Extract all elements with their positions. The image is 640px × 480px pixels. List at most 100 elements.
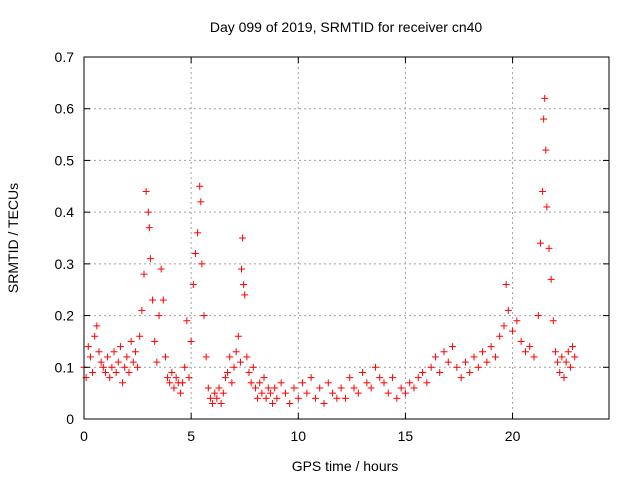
data-point bbox=[549, 317, 557, 325]
data-point bbox=[264, 384, 272, 392]
data-point bbox=[95, 348, 103, 356]
data-point bbox=[500, 322, 508, 330]
data-point bbox=[266, 389, 274, 397]
data-point bbox=[269, 399, 277, 407]
data-point bbox=[146, 255, 154, 263]
data-point bbox=[198, 260, 206, 268]
data-point bbox=[258, 389, 266, 397]
data-point bbox=[457, 374, 465, 382]
data-point bbox=[294, 394, 302, 402]
data-point bbox=[125, 368, 133, 376]
data-point bbox=[547, 275, 555, 283]
plot-area-frame bbox=[83, 56, 610, 420]
data-point bbox=[560, 374, 568, 382]
data-point bbox=[329, 389, 337, 397]
data-point bbox=[487, 343, 495, 351]
data-point bbox=[189, 281, 197, 289]
data-point bbox=[376, 374, 384, 382]
x-tick-label: 0 bbox=[80, 428, 88, 444]
x-tick-label: 15 bbox=[398, 428, 414, 444]
data-point bbox=[211, 389, 219, 397]
data-point bbox=[540, 115, 548, 123]
data-point bbox=[423, 379, 431, 387]
data-point bbox=[504, 306, 512, 314]
data-point bbox=[197, 198, 205, 206]
data-point bbox=[534, 312, 542, 320]
y-tick-label: 0.3 bbox=[55, 256, 75, 272]
data-point bbox=[213, 394, 221, 402]
data-point bbox=[324, 379, 332, 387]
data-point bbox=[219, 389, 227, 397]
data-point bbox=[316, 384, 324, 392]
data-point bbox=[172, 374, 180, 382]
data-point bbox=[157, 265, 165, 273]
data-point bbox=[234, 332, 242, 340]
data-point bbox=[569, 343, 577, 351]
y-tick-label: 0.1 bbox=[55, 359, 75, 375]
data-point bbox=[453, 363, 461, 371]
data-point bbox=[247, 379, 255, 387]
axis-ticks: 0 0.1 0.2 0.3 0.4 0.5 0.6 0.7 0 5 10 15 20 bbox=[55, 49, 609, 444]
data-point bbox=[251, 384, 259, 392]
data-point bbox=[262, 394, 270, 402]
data-point bbox=[123, 353, 131, 361]
data-point bbox=[129, 358, 137, 366]
y-tick-label: 0.5 bbox=[55, 152, 75, 168]
x-tick-label: 20 bbox=[505, 428, 521, 444]
data-point bbox=[410, 384, 418, 392]
data-point bbox=[127, 337, 135, 345]
data-point bbox=[170, 384, 178, 392]
data-point bbox=[440, 348, 448, 356]
data-point bbox=[333, 394, 341, 402]
data-point bbox=[256, 379, 264, 387]
data-point bbox=[483, 358, 491, 366]
data-point bbox=[558, 353, 566, 361]
data-point bbox=[401, 389, 409, 397]
data-point bbox=[204, 384, 212, 392]
data-point bbox=[513, 317, 521, 325]
data-point bbox=[191, 250, 199, 258]
data-point bbox=[138, 306, 146, 314]
data-point bbox=[93, 322, 101, 330]
data-point bbox=[554, 358, 562, 366]
data-point bbox=[181, 363, 189, 371]
data-point bbox=[228, 379, 236, 387]
data-point bbox=[419, 368, 427, 376]
data-point bbox=[108, 363, 116, 371]
data-point bbox=[277, 379, 285, 387]
data-point bbox=[566, 363, 574, 371]
data-point bbox=[101, 368, 109, 376]
data-point bbox=[97, 358, 105, 366]
data-point bbox=[427, 363, 435, 371]
data-point bbox=[238, 265, 245, 273]
data-point bbox=[466, 368, 474, 376]
data-point bbox=[99, 363, 107, 371]
data-point bbox=[260, 374, 268, 382]
data-point bbox=[474, 363, 482, 371]
data-point bbox=[149, 296, 157, 304]
data-point bbox=[545, 244, 553, 252]
data-point bbox=[350, 384, 358, 392]
data-point bbox=[240, 281, 248, 289]
data-point bbox=[106, 374, 114, 382]
x-tick-label: 10 bbox=[290, 428, 306, 444]
data-point bbox=[393, 394, 401, 402]
data-point bbox=[114, 358, 122, 366]
y-tick-label: 0 bbox=[66, 411, 74, 427]
data-point bbox=[479, 348, 487, 356]
data-point bbox=[542, 146, 550, 154]
data-point bbox=[397, 384, 405, 392]
data-point bbox=[341, 394, 349, 402]
data-point bbox=[144, 208, 152, 216]
data-point bbox=[226, 353, 234, 361]
data-point bbox=[389, 374, 397, 382]
y-tick-label: 0.6 bbox=[55, 101, 75, 117]
data-point bbox=[470, 353, 478, 361]
data-point bbox=[232, 348, 240, 356]
data-point bbox=[187, 337, 195, 345]
data-point bbox=[286, 399, 294, 407]
data-point bbox=[196, 182, 204, 190]
data-point bbox=[521, 348, 529, 356]
data-point bbox=[271, 384, 279, 392]
data-point bbox=[541, 94, 549, 102]
